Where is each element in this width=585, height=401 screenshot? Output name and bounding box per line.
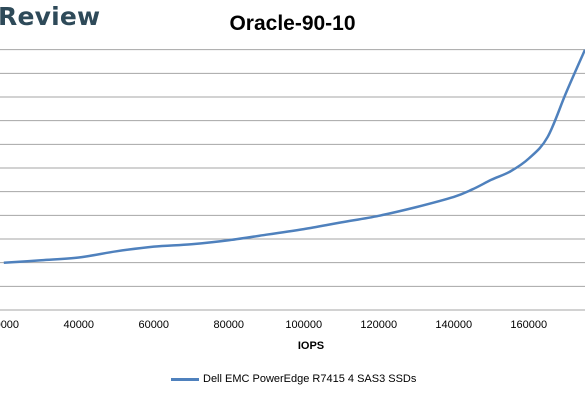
gridlines — [0, 49, 585, 311]
x-tick-label: 140000 — [435, 319, 472, 331]
x-tick-label: 160000 — [510, 319, 547, 331]
x-tick-label: 40000 — [63, 319, 94, 331]
x-axis-title: IOPS — [298, 340, 324, 352]
chart-title: Oracle-90-10 — [229, 12, 356, 35]
x-tick-label: 100000 — [285, 319, 322, 331]
x-tick-labels: 20000 40000 60000 80000 100000 120000 140000 16… — [0, 319, 547, 331]
series-line-0 — [3, 49, 585, 264]
series-lines — [3, 49, 585, 264]
x-tick-label: 80000 — [213, 319, 244, 331]
legend-swatch — [171, 377, 199, 381]
brand-logo-text: Review — [0, 2, 101, 31]
legend-label: Dell EMC PowerEdge R7415 4 SAS3 SSDs — [203, 373, 417, 385]
x-tick-label: 60000 — [138, 319, 169, 331]
legend: Dell EMC PowerEdge R7415 4 SAS3 SSDs — [171, 373, 416, 385]
x-tick-label: 120000 — [360, 319, 397, 331]
x-tick-label: 20000 — [0, 319, 19, 331]
